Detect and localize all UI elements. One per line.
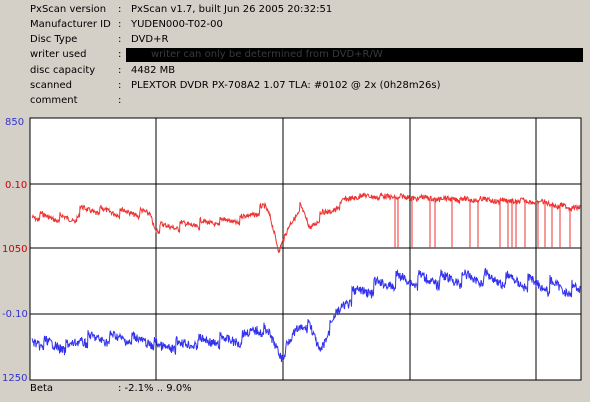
info-colon: : (118, 80, 122, 91)
info-key: Disc Type (30, 34, 78, 45)
scan-chart: 850 0.10 1050 -0.10 1250 (2, 117, 582, 382)
grid-lines (30, 117, 581, 381)
plot-area (29, 117, 582, 381)
info-colon: : (118, 49, 122, 60)
axis-label-blue-bottom: 1250 (2, 373, 27, 382)
info-value: writer can only be determined from DVD+R… (151, 49, 383, 60)
info-colon: : (118, 19, 122, 30)
info-value: DVD+R (131, 34, 169, 45)
red-series-line (31, 192, 581, 254)
beta-value: : -2.1% .. 9.0% (118, 383, 192, 394)
info-key: disc capacity (30, 65, 96, 76)
info-colon: : (118, 4, 122, 15)
info-value: 4482 MB (131, 65, 176, 76)
axis-label-red-mid: 0.10 (5, 180, 27, 191)
beta-label: Beta (30, 383, 54, 394)
axis-label-red-bottom: 1050 (2, 244, 27, 255)
info-value: PLEXTOR DVDR PX-708A2 1.07 TLA: #0102 @ … (131, 80, 441, 91)
axis-label-top: 850 (5, 117, 24, 128)
info-value: PxScan v1.7, built Jun 26 2005 20:32:51 (131, 4, 333, 15)
info-key: comment (30, 95, 78, 106)
info-key: scanned (30, 80, 73, 91)
info-key: writer used (30, 49, 87, 60)
blue-series-line (31, 267, 581, 363)
info-key: PxScan version (30, 4, 107, 15)
footer-beta: Beta : -2.1% .. 9.0% (0, 382, 590, 402)
info-colon: : (118, 95, 122, 106)
info-value: YUDEN000-T02-00 (131, 19, 223, 30)
info-colon: : (118, 34, 122, 45)
redacted-writer-field: writer can only be determined from DVD+R… (126, 48, 583, 62)
axis-label-blue-mid: -0.10 (2, 309, 28, 320)
info-key: Manufacturer ID (30, 19, 111, 30)
info-colon: : (118, 65, 122, 76)
red-series-spikes (394, 197, 571, 248)
